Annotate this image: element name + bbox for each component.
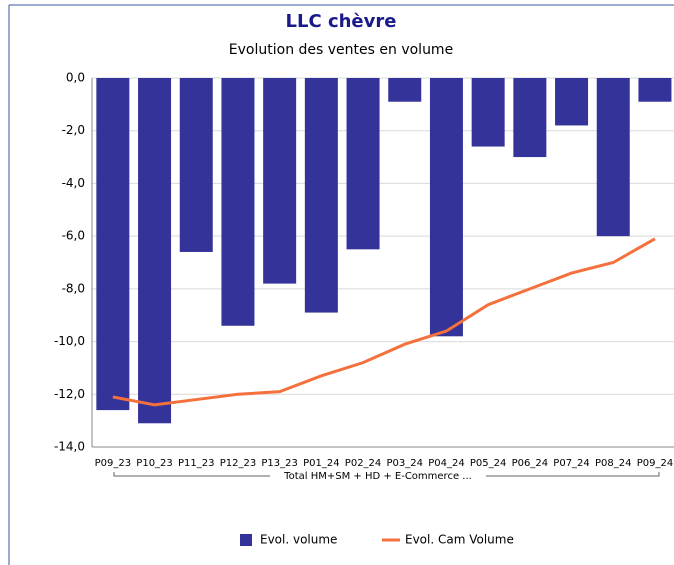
x-tick-label: P11_23: [178, 458, 214, 469]
y-tick-label: -2,0: [62, 123, 85, 137]
legend-swatch: [240, 534, 252, 546]
group-label: Total HM+SM + HD + E-Commerce ...: [283, 471, 472, 482]
bar: [471, 78, 505, 147]
bar: [555, 78, 589, 126]
bar: [96, 78, 130, 411]
y-tick-label: -14,0: [54, 440, 85, 454]
bar: [263, 78, 297, 284]
bar: [304, 78, 338, 313]
bar: [138, 78, 172, 424]
bar: [346, 78, 380, 250]
legend-label: Evol. volume: [260, 533, 337, 547]
x-tick-label: P02_24: [345, 458, 381, 469]
line: [112, 237, 656, 407]
y-tick-label: -6,0: [62, 229, 85, 243]
bar: [388, 78, 422, 102]
x-tick-label: P08_24: [595, 458, 631, 469]
y-tick-label: 0,0: [66, 71, 85, 85]
bar: [429, 78, 463, 337]
y-tick-label: -4,0: [62, 176, 85, 190]
chart-subtitle: Evolution des ventes en volume: [229, 42, 453, 58]
x-tick-label: P04_24: [428, 458, 464, 469]
chart-title: LLC chèvre: [286, 11, 397, 32]
bar: [179, 78, 213, 252]
x-tick-label: P12_23: [220, 458, 256, 469]
x-tick-label: P09_24: [637, 458, 673, 469]
x-tick-label: P05_24: [470, 458, 506, 469]
y-tick-label: -12,0: [54, 387, 85, 401]
bar: [513, 78, 547, 158]
legend-label: Evol. Cam Volume: [405, 533, 514, 547]
x-tick-label: P13_23: [261, 458, 297, 469]
x-tick-label: P01_24: [303, 458, 339, 469]
group-bracket: [113, 472, 660, 477]
x-tick-label: P06_24: [512, 458, 548, 469]
x-tick-label: P07_24: [553, 458, 589, 469]
y-tick-label: -8,0: [62, 281, 85, 295]
bar: [221, 78, 255, 326]
bar: [638, 78, 672, 102]
x-tick-label: P03_24: [387, 458, 423, 469]
x-tick-label: P09_23: [95, 458, 131, 469]
bar: [596, 78, 630, 237]
y-tick-label: -10,0: [54, 334, 85, 348]
x-tick-label: P10_23: [136, 458, 172, 469]
